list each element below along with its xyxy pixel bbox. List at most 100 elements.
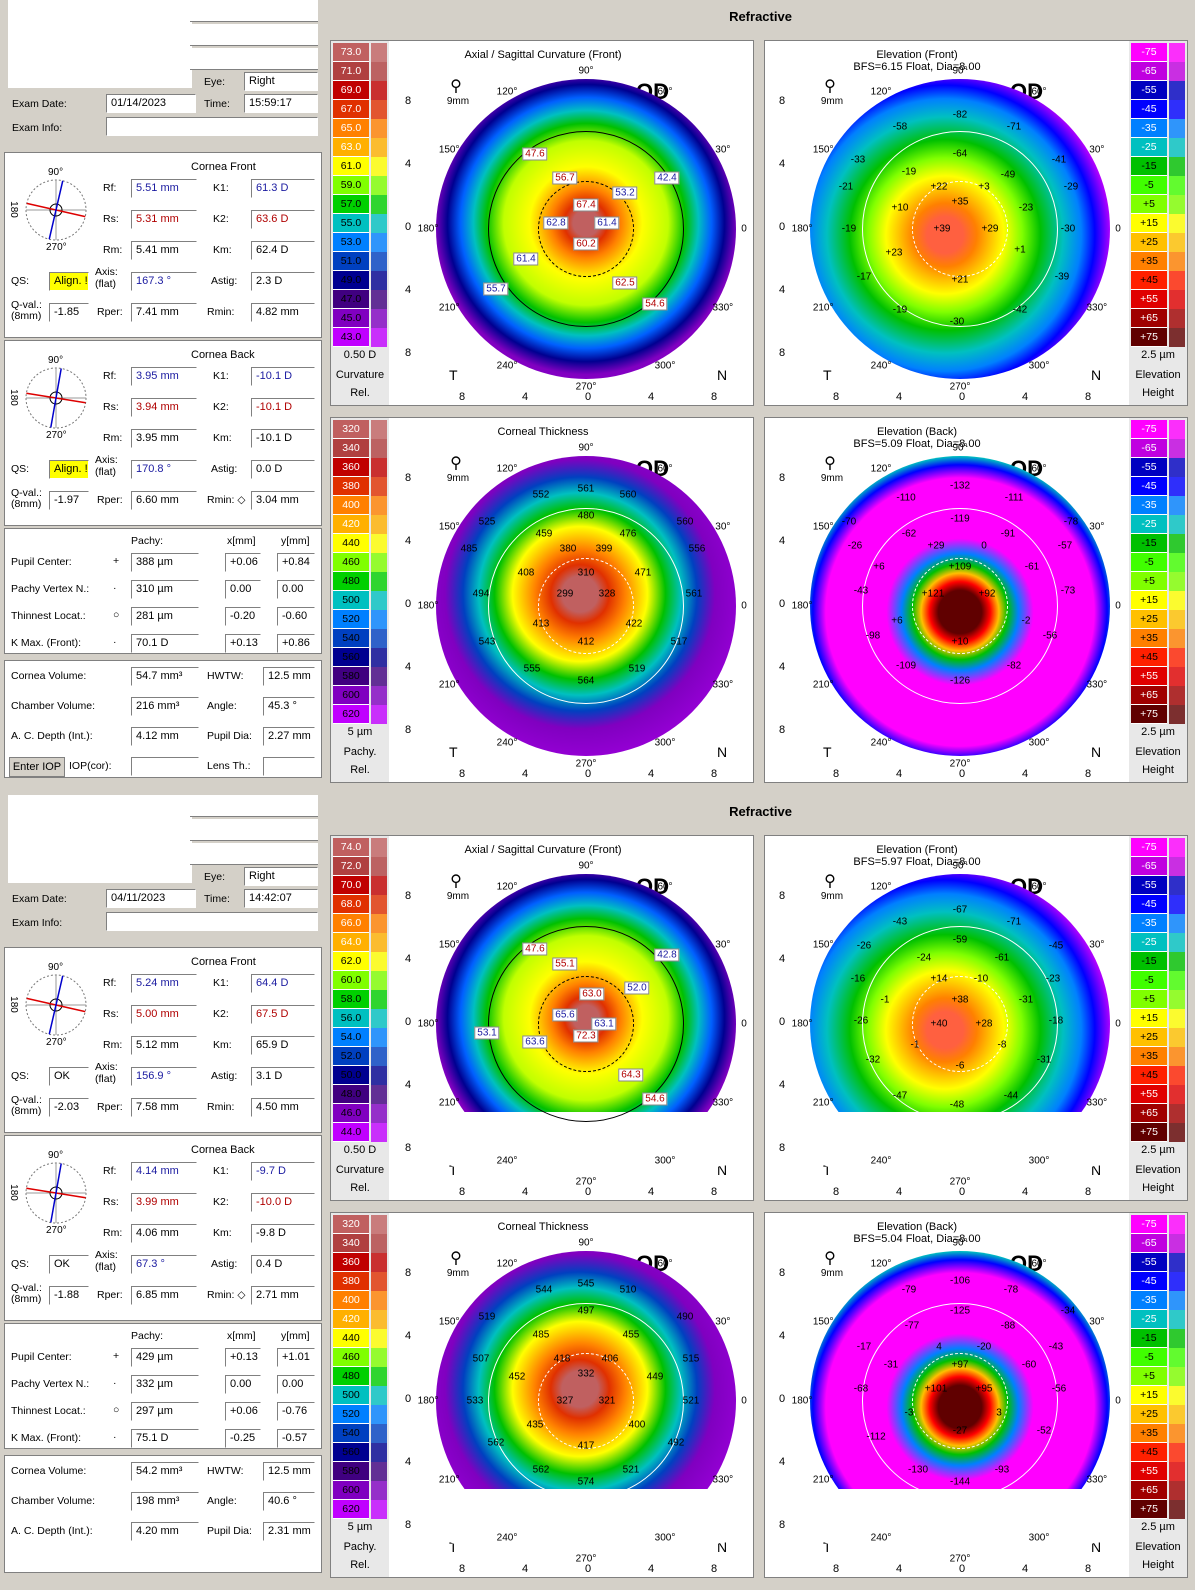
degree-label: 180° xyxy=(417,600,439,612)
exam-info-label: Exam Info: xyxy=(12,917,63,929)
scale-swatch xyxy=(371,271,387,290)
map-subtitle: BFS=5.04 Float, Dia=8.00 xyxy=(853,1233,981,1245)
exam-1: Eye: Right Exam Date: 01/14/2023 Time: 15:59:… xyxy=(4,0,1188,783)
scale-swatch xyxy=(371,572,387,591)
km-value: 65.9 D xyxy=(251,1036,315,1055)
axis-value: 170.8 ° xyxy=(131,460,197,479)
enter-iop-button[interactable]: Enter IOP xyxy=(9,757,65,777)
magnifier-icon[interactable]: ⚲ xyxy=(441,1251,471,1267)
map-value: -77 xyxy=(904,1320,920,1332)
map-value: 435 xyxy=(526,1419,544,1431)
map-value: +39 xyxy=(933,223,951,235)
qval-label: Q-val.: xyxy=(11,1094,42,1106)
scale-label[interactable]: Pachy. xyxy=(343,746,377,758)
scale-label: Rel. xyxy=(350,1559,370,1571)
scale-label[interactable]: Elevation xyxy=(1135,1164,1181,1176)
map-value: +92 xyxy=(978,588,996,600)
lens-th-field[interactable] xyxy=(263,757,315,776)
magnifier-icon[interactable]: ⚲ xyxy=(441,874,471,890)
scale-swatch xyxy=(371,838,387,857)
map-value: -17 xyxy=(856,1341,872,1353)
degree-label: 150° xyxy=(812,521,834,533)
degree-label: 330° xyxy=(1086,1097,1108,1109)
x-axis-tick: 4 xyxy=(896,768,903,780)
map-value: +14 xyxy=(930,973,948,985)
scale-swatch xyxy=(1169,1028,1185,1047)
map-value: -43 xyxy=(1048,1341,1064,1353)
degree-label: 0 xyxy=(741,1395,747,1407)
map-value: -144 xyxy=(949,1476,971,1488)
vertex-pachy: 310 µm xyxy=(131,580,199,599)
magnifier-icon[interactable]: ⚲ xyxy=(815,874,845,890)
pupil-marker-icon: + xyxy=(113,555,120,567)
rper-value: 6.85 mm xyxy=(131,1286,197,1305)
iop-cor-field[interactable] xyxy=(131,757,199,776)
map-value: +35 xyxy=(951,196,969,208)
magnifier-icon[interactable]: ⚲ xyxy=(441,79,471,95)
temporal-label: T xyxy=(823,744,832,760)
y-axis-tick: 4 xyxy=(779,535,786,547)
map-value: 519 xyxy=(478,1311,496,1323)
scale-swatch xyxy=(371,534,387,553)
scale-swatch xyxy=(1169,1234,1185,1253)
scale-swatch xyxy=(371,43,387,62)
scale-label[interactable]: Elevation xyxy=(1135,746,1181,758)
qs-status[interactable]: Align. ! xyxy=(49,272,89,291)
scale-value: +75 xyxy=(1131,328,1167,347)
scale-value: 560 xyxy=(333,1443,369,1462)
scale-label[interactable]: Elevation xyxy=(1135,369,1181,381)
scale-label[interactable]: Elevation xyxy=(1135,1541,1181,1553)
scale-swatch xyxy=(371,1028,387,1047)
map-value: +10 xyxy=(891,202,909,214)
zone-ring xyxy=(862,1303,1058,1499)
y-axis-tick: 8 xyxy=(405,724,412,736)
scale-swatch xyxy=(371,648,387,667)
scale-swatch xyxy=(371,214,387,233)
qval-value: -1.88 xyxy=(49,1286,89,1305)
degree-label: 300° xyxy=(654,737,676,749)
degree-label: 300° xyxy=(1028,360,1050,372)
rper-value: 7.58 mm xyxy=(131,1098,197,1117)
degree-label: 60° xyxy=(657,86,673,98)
degree-label: 240° xyxy=(870,360,892,372)
degree-label: 300° xyxy=(1028,737,1050,749)
qs-status[interactable]: OK xyxy=(49,1255,89,1274)
scale-swatch xyxy=(1169,1291,1185,1310)
scale-label[interactable]: Pachy. xyxy=(343,1541,377,1553)
scale-value: -65 xyxy=(1131,857,1167,876)
magnifier-icon[interactable]: ⚲ xyxy=(815,79,845,95)
exam-info-field[interactable] xyxy=(106,117,318,136)
map-value: 310 xyxy=(577,567,595,579)
scale-swatch xyxy=(1169,895,1185,914)
qs-status[interactable]: OK xyxy=(49,1067,89,1086)
back-kerato-dial-icon xyxy=(25,367,87,429)
cornea-front-panel: Cornea Front 90° 270° 180 Rf: 5.51 mm K1: 61.3… xyxy=(4,152,322,338)
label: Rs: xyxy=(103,213,119,225)
magnifier-icon[interactable]: ⚲ xyxy=(441,456,471,472)
pachy-head: Pachy: xyxy=(131,535,164,547)
exam-info-field[interactable] xyxy=(106,912,318,931)
scale-label[interactable]: Curvature xyxy=(335,369,385,381)
map-value: 0 xyxy=(981,540,987,552)
scale-value: 73.0 xyxy=(333,43,369,62)
scale-swatch xyxy=(1169,176,1185,195)
chamber_volume-label: Chamber Volume: xyxy=(11,700,96,712)
degree-label: 300° xyxy=(1028,1532,1050,1544)
map-value: -23 xyxy=(1045,973,1061,985)
degree-label: 60° xyxy=(1031,463,1047,475)
map-value: +38 xyxy=(951,994,969,1006)
degree-label: 270° xyxy=(575,381,597,393)
magnifier-icon[interactable]: ⚲ xyxy=(815,1251,845,1267)
map-value: -60 xyxy=(1021,1359,1037,1371)
magnifier-icon[interactable]: ⚲ xyxy=(815,456,845,472)
map-value: -41 xyxy=(1051,154,1067,166)
map-value: -26 xyxy=(853,1015,869,1027)
degree-label: 60° xyxy=(657,881,673,893)
map-value: 490 xyxy=(676,1311,694,1323)
scale-swatch xyxy=(371,1500,387,1519)
scale-value: +35 xyxy=(1131,1047,1167,1066)
degree-label: 330° xyxy=(712,302,734,314)
k1-value: 64.4 D xyxy=(251,974,315,993)
qs-status[interactable]: Align. ! xyxy=(49,460,89,479)
scale-label[interactable]: Curvature xyxy=(335,1164,385,1176)
